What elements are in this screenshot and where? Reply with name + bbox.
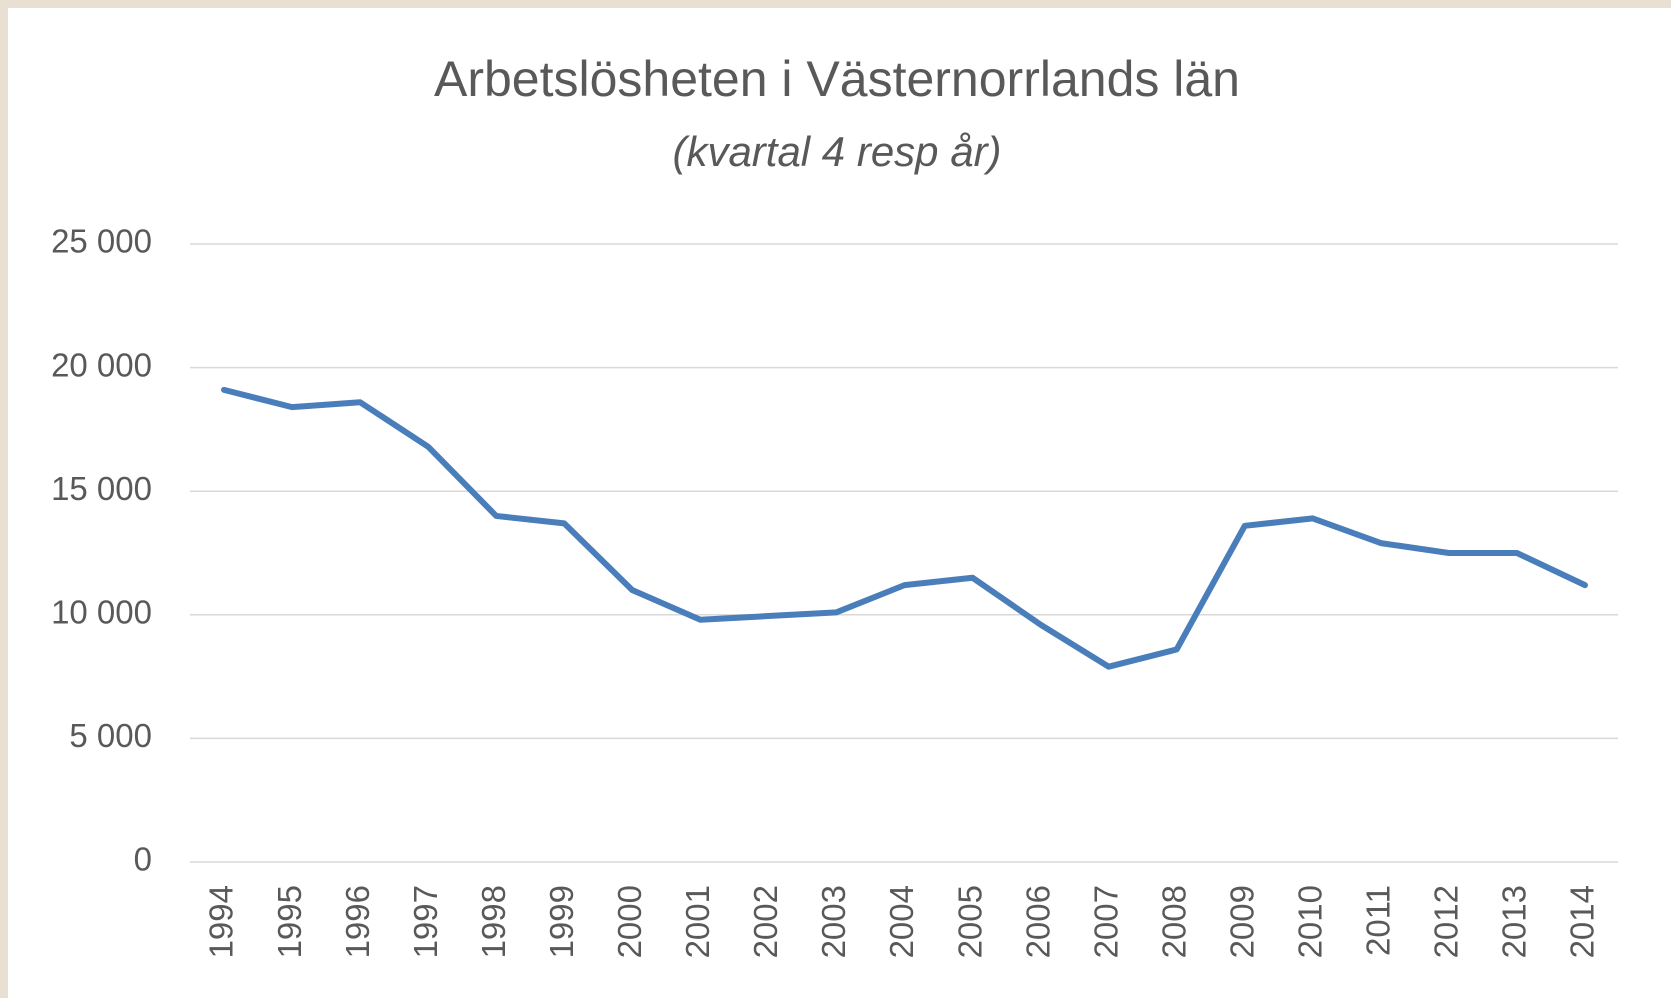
y-tick-label: 10 000 [51,594,152,631]
x-tick-label: 1995 [271,885,308,958]
x-tick-label: 2010 [1292,885,1329,958]
x-tick-label: 2002 [747,885,784,958]
x-tick-label: 2008 [1155,885,1192,958]
y-tick-label: 5 000 [69,717,152,754]
x-tick-label: 1999 [543,885,580,958]
chart-subtitle: (kvartal 4 resp år) [672,128,1001,175]
x-tick-label: 2014 [1564,885,1601,958]
x-tick-label: 2003 [815,885,852,958]
x-tick-label: 2005 [951,885,988,958]
x-tick-label: 2006 [1019,885,1056,958]
x-tick-label: 1998 [475,885,512,958]
x-tick-label: 2009 [1223,885,1260,958]
y-tick-label: 15 000 [51,470,152,507]
x-tick-label: 1996 [339,885,376,958]
x-tick-label: 1997 [407,885,444,958]
y-tick-label: 0 [134,841,152,878]
y-tick-label: 25 000 [51,223,152,260]
x-tick-label: 2000 [611,885,648,958]
card [8,8,1671,998]
y-tick-label: 20 000 [51,346,152,383]
x-tick-label: 2013 [1496,885,1533,958]
x-tick-label: 2012 [1428,885,1465,958]
data-line [221,386,1588,670]
chart-title: Arbetslösheten i Västernorrlands län [434,51,1240,107]
x-tick-label: 2007 [1087,885,1124,958]
x-tick-label: 2011 [1360,885,1397,956]
x-tick-label: 2004 [883,885,920,958]
x-tick-label: 1994 [203,885,240,958]
x-tick-label: 2001 [679,885,716,958]
